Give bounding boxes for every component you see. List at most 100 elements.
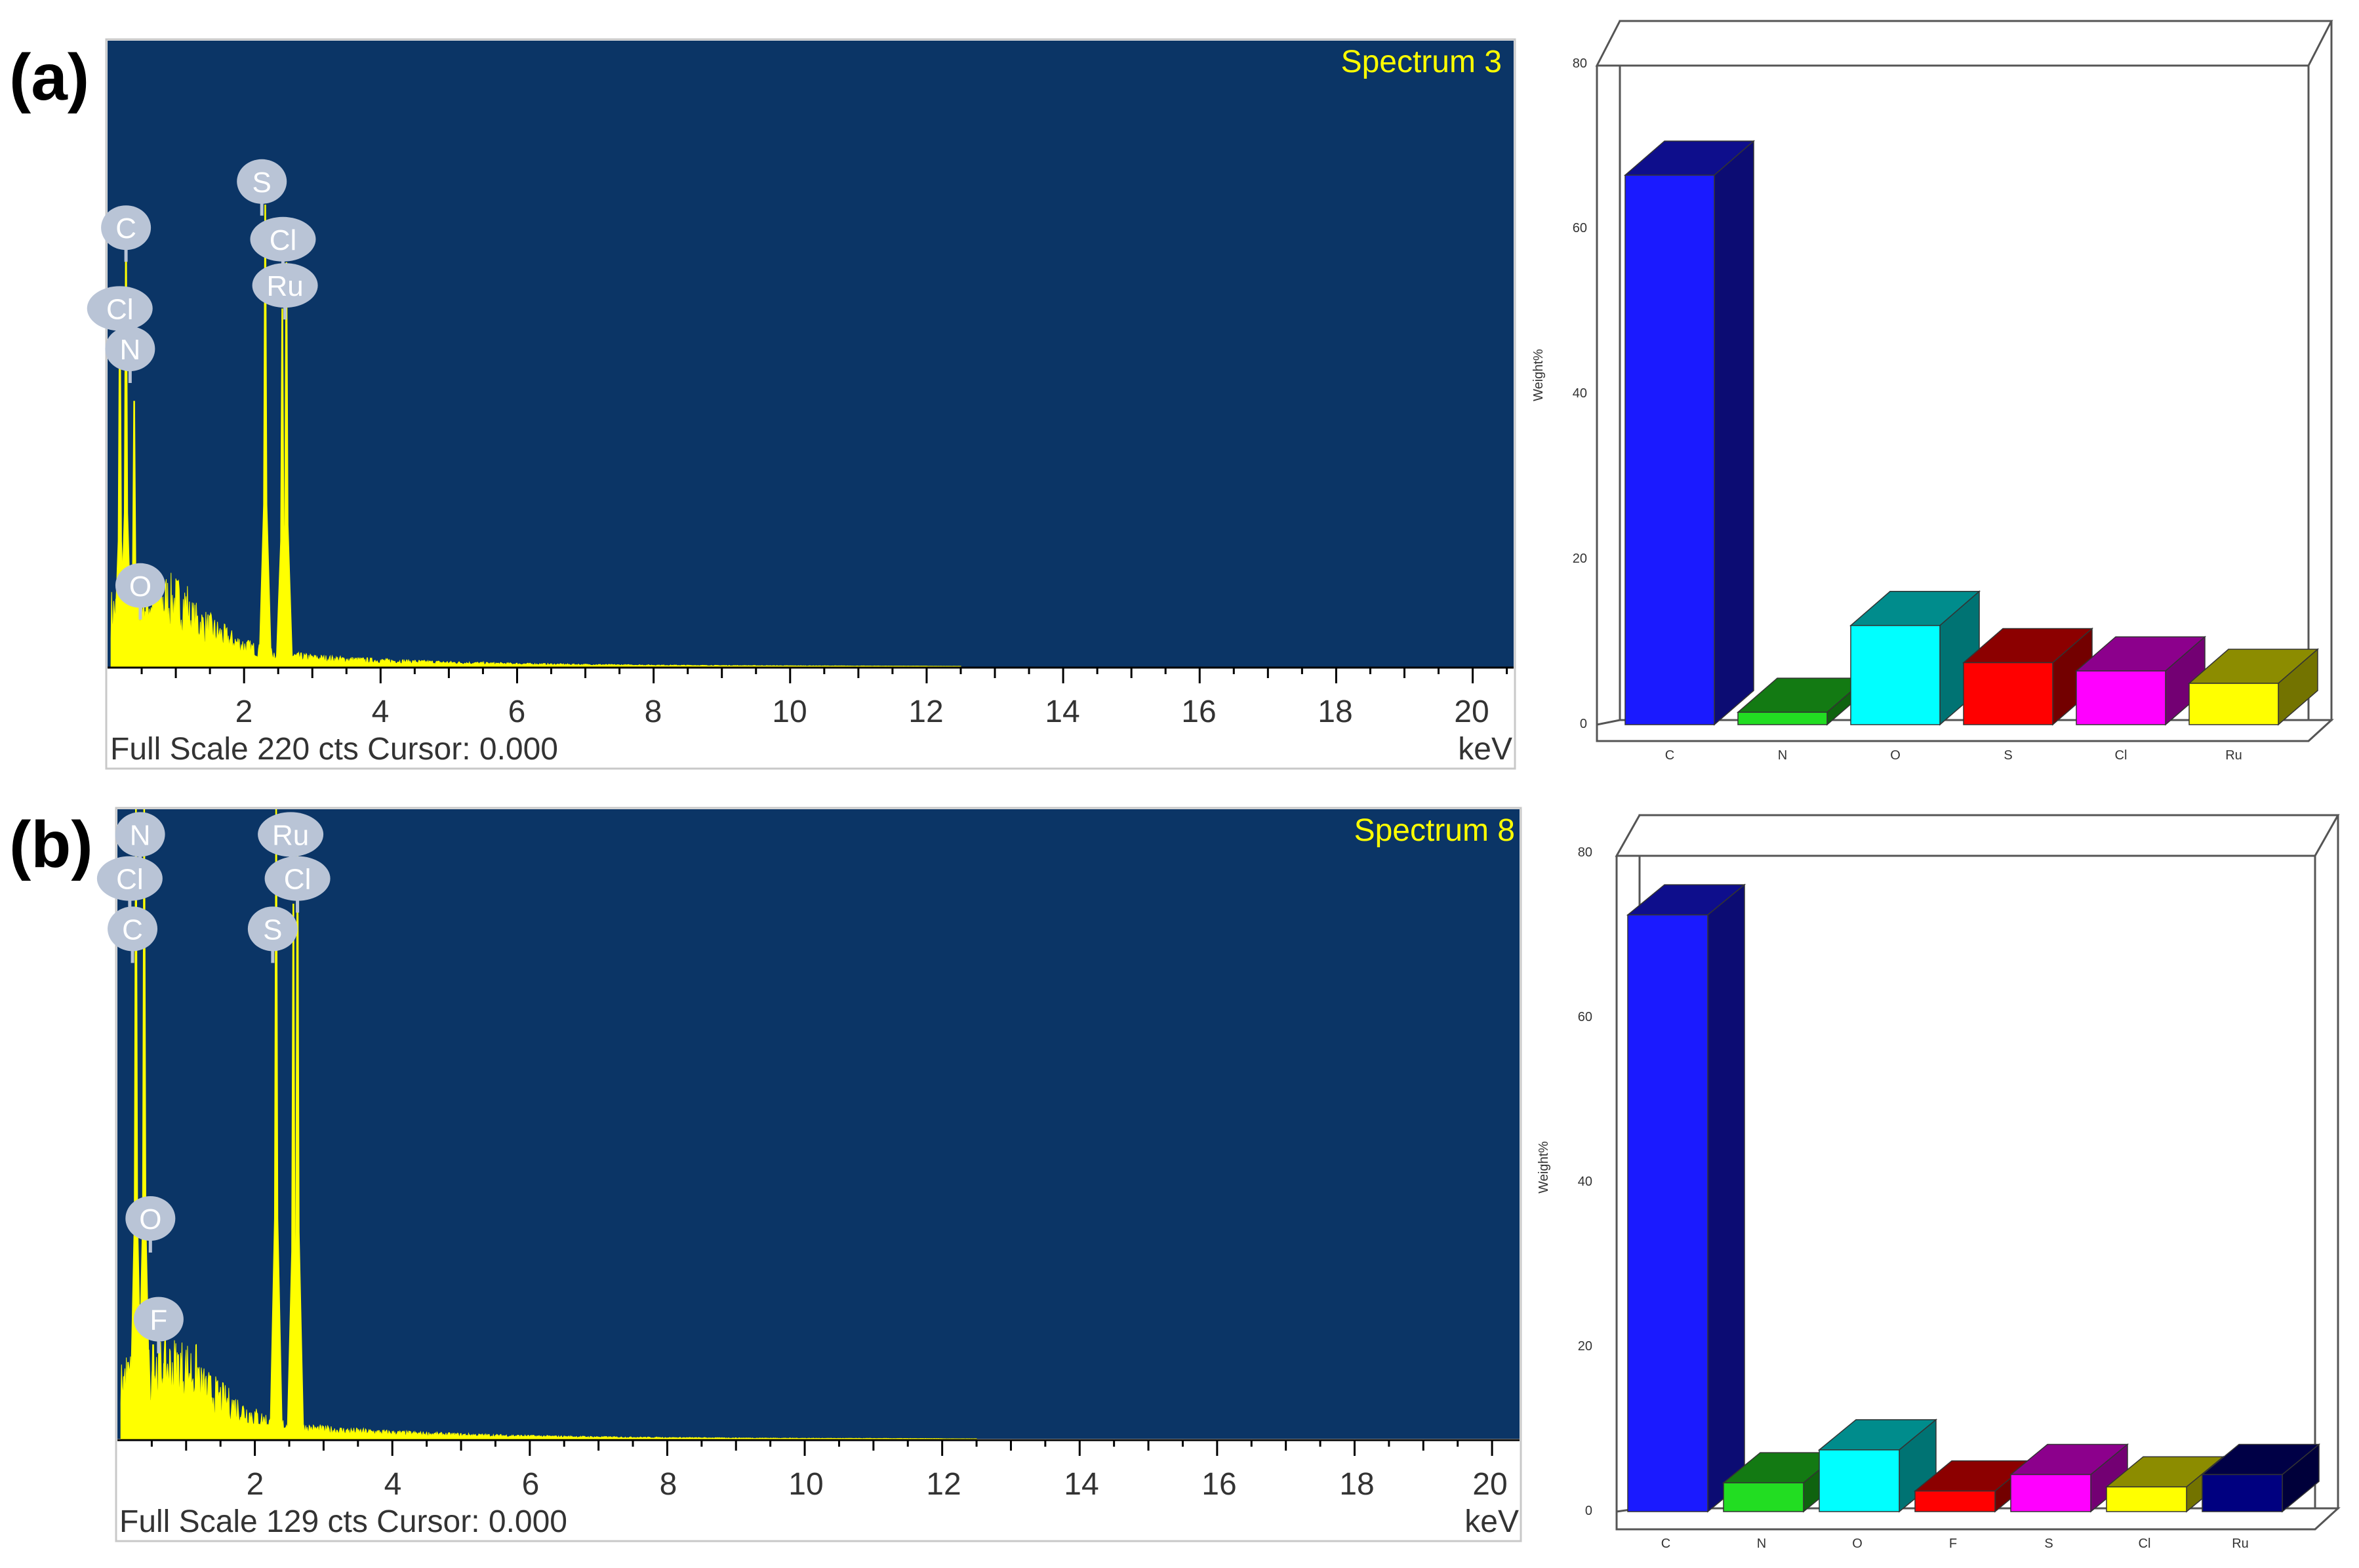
spectrum-a-title: Spectrum 3 xyxy=(1341,45,1502,79)
tick-label: 16 xyxy=(1181,694,1216,729)
bar-front xyxy=(1624,174,1715,725)
bar-O xyxy=(1817,1418,1938,1513)
tick-label: 10 xyxy=(788,1467,823,1502)
bar-F xyxy=(1913,1460,2034,1513)
marker-label: O xyxy=(139,1203,161,1236)
bar-side xyxy=(1707,883,1745,1513)
spectrum-peak xyxy=(119,228,133,666)
marker-bubble xyxy=(247,906,298,952)
tick-label: 4 xyxy=(372,694,390,729)
marker-bubble xyxy=(108,906,158,952)
tick-label: 6 xyxy=(522,1467,540,1502)
bar-front xyxy=(1914,1490,1996,1512)
tick-label: 16 xyxy=(1201,1467,1236,1502)
element-marker: Ru xyxy=(258,812,324,869)
tick-label: 14 xyxy=(1045,694,1079,729)
bar-front xyxy=(2202,1474,2283,1512)
bar-chart-b-y-ticks: 0 20 40 60 80 xyxy=(1578,845,1592,1518)
spectrum-peak xyxy=(129,809,143,1439)
panel-a-label: (a) xyxy=(9,41,89,114)
bar-Ru xyxy=(2187,648,2320,726)
bar-Cl xyxy=(2074,635,2207,726)
spectrum-b-trace xyxy=(120,809,977,1439)
bar-chart-a-wall-depth xyxy=(1595,20,2333,67)
marker-bubble xyxy=(264,856,331,901)
spectrum-a: C Cl N O S Cl Ru 2 4 6 8 10 12 14 16 18 20 Spe… xyxy=(87,38,1516,770)
y-tick-label: 40 xyxy=(1573,386,1587,401)
bar-chart-b: 0 20 40 60 80 Weight% C N O F S Cl Ru xyxy=(1537,814,2341,1551)
x-tick-label: N xyxy=(1778,748,1787,763)
bar-C xyxy=(1623,140,1756,726)
element-marker: Cl xyxy=(264,856,331,913)
tick-label: 4 xyxy=(384,1467,402,1502)
x-tick-label: Cl xyxy=(2115,748,2127,763)
element-marker: F xyxy=(133,1297,184,1354)
spectrum-peak xyxy=(258,205,272,666)
element-marker: S xyxy=(237,159,287,216)
bar-chart-a-x-labels: C N O S Cl Ru xyxy=(1665,748,2242,763)
x-tick-label: O xyxy=(1890,748,1901,763)
tick-label: 6 xyxy=(508,694,526,729)
spectrum-a-footer: Full Scale 220 cts Cursor: 0.000 xyxy=(110,732,558,767)
tick-label: 2 xyxy=(235,694,253,729)
bar-chart-b-x-labels: C N O F S Cl Ru xyxy=(1661,1537,2249,1551)
marker-bubble xyxy=(101,205,151,251)
y-tick-label: 20 xyxy=(1573,552,1587,566)
spectrum-peak xyxy=(287,904,300,1439)
spectrum-b-unit: keV xyxy=(1464,1504,1519,1539)
y-tick-label: 40 xyxy=(1578,1175,1592,1189)
x-tick-label: O xyxy=(1852,1537,1863,1551)
x-tick-label: C xyxy=(1661,1537,1670,1551)
marker-bubble xyxy=(252,263,318,308)
element-marker: C xyxy=(108,906,158,963)
bar-front xyxy=(2076,670,2166,725)
spectrum-a-ticks xyxy=(140,668,1508,683)
bar-front xyxy=(2010,1474,2091,1512)
y-tick-label: 20 xyxy=(1578,1339,1592,1354)
marker-bubble xyxy=(87,286,153,331)
tick-label: 2 xyxy=(247,1467,264,1502)
spectrum-a-unit: keV xyxy=(1458,732,1512,767)
spectrum-peak xyxy=(275,308,289,666)
marker-bubble xyxy=(115,563,165,608)
spectrum-a-markers: C Cl N O S Cl Ru xyxy=(87,159,318,620)
tick-label: 8 xyxy=(645,694,662,729)
marker-label: O xyxy=(129,571,151,603)
y-tick-label: 0 xyxy=(1580,717,1587,731)
marker-label: Ru xyxy=(266,270,303,302)
element-marker: O xyxy=(115,563,165,620)
element-marker: N xyxy=(105,327,155,383)
bar-C xyxy=(1626,883,1746,1513)
bar-O xyxy=(1849,590,1981,726)
marker-label: Cl xyxy=(106,293,134,325)
bar-chart-b-ylabel: Weight% xyxy=(1537,1141,1551,1194)
panel-a: (a) C Cl N O S Cl Ru 2 4 6 8 10 12 14 16 18 20… xyxy=(9,20,2334,770)
element-marker: S xyxy=(247,906,298,963)
x-tick-label: S xyxy=(2004,748,2012,763)
bar-Ru xyxy=(2200,1443,2321,1513)
spectrum-peak xyxy=(270,809,283,1439)
marker-label: Ru xyxy=(272,819,309,851)
marker-bubble xyxy=(105,327,155,371)
tick-label: 10 xyxy=(772,694,807,729)
panel-b-label: (b) xyxy=(9,808,93,881)
bar-front xyxy=(1850,625,1941,725)
bar-chart-a: 0 20 40 60 80 Weight% C N O S Cl Ru xyxy=(1531,20,2334,763)
bar-chart-a-bars xyxy=(1623,140,2320,726)
bar-chart-a-y-ticks: 0 20 40 60 80 xyxy=(1573,56,1587,731)
y-tick-label: 80 xyxy=(1573,56,1587,71)
spectrum-b-tick-labels: 2 4 6 8 10 12 14 16 18 20 xyxy=(247,1467,1508,1502)
marker-label: N xyxy=(130,819,151,851)
marker-label: F xyxy=(150,1304,167,1337)
spectrum-continuum xyxy=(120,1335,977,1439)
bar-chart-a-ylabel: Weight% xyxy=(1531,349,1546,401)
bar-front xyxy=(1737,712,1828,725)
marker-label: N xyxy=(119,334,140,366)
marker-bubble xyxy=(237,159,287,204)
bar-front xyxy=(2106,1486,2187,1512)
tick-label: 20 xyxy=(1472,1467,1507,1502)
spectrum-peak xyxy=(146,1344,160,1439)
marker-label: S xyxy=(252,167,272,199)
